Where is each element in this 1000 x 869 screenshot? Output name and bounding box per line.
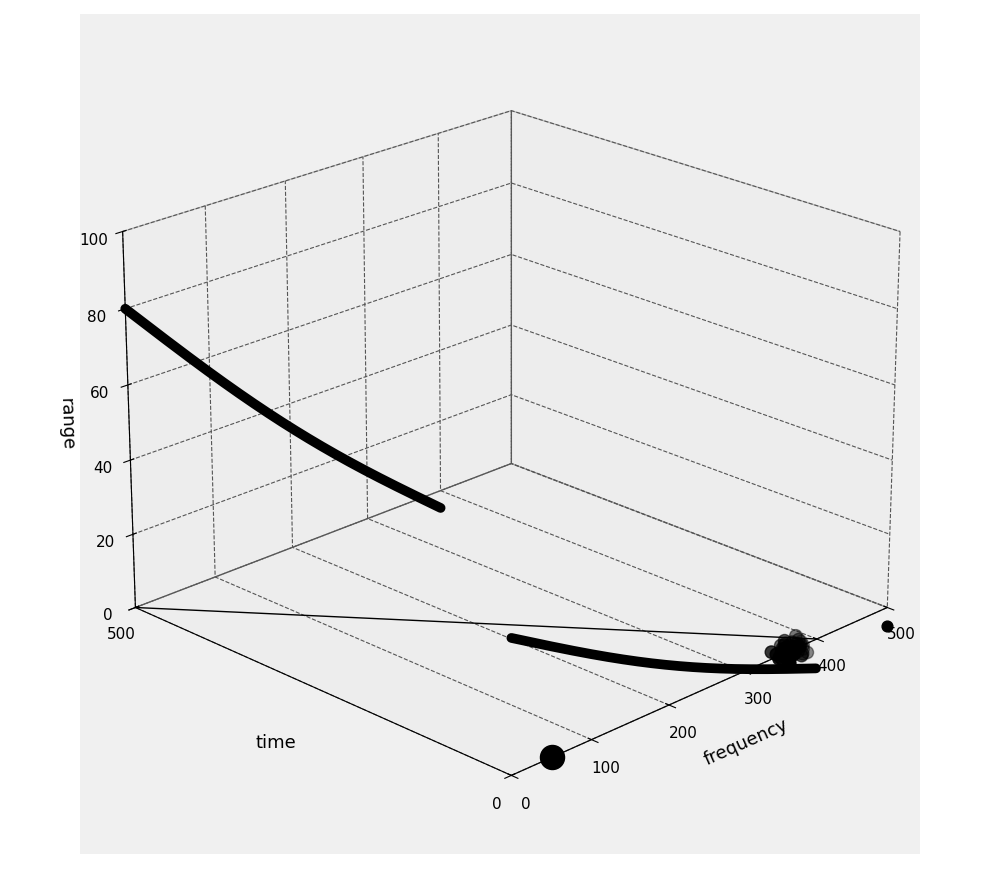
Y-axis label: time: time [256, 733, 297, 751]
X-axis label: frequency: frequency [701, 715, 791, 768]
